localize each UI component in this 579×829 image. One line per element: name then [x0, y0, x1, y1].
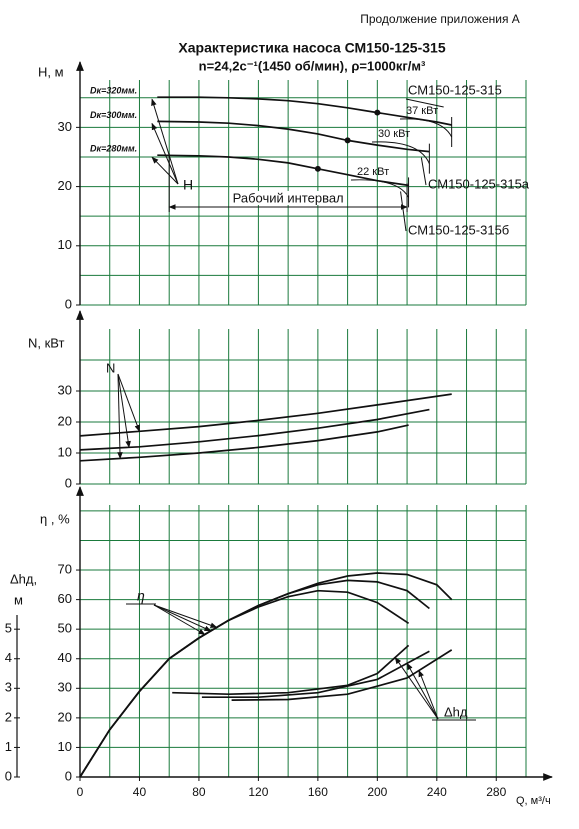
y-tick-label: 20: [58, 709, 72, 724]
page-note: Продолжение приложения А: [360, 12, 520, 26]
x-tick-label: 240: [427, 785, 447, 799]
pointer: [151, 98, 179, 185]
pointer: [406, 662, 439, 720]
series-line: [79, 393, 452, 437]
impeller-label: Dк=320мм.: [90, 86, 137, 96]
y-tick-label: 20: [58, 178, 72, 193]
pointer: [153, 604, 206, 635]
pointer: [117, 373, 140, 432]
pointer: [117, 373, 123, 460]
y-tick-label: 10: [58, 237, 72, 252]
y-tick-label: 0: [65, 296, 72, 311]
x-tick-label: 80: [192, 785, 206, 799]
pointer: [151, 122, 179, 185]
pointer: [418, 669, 439, 720]
duty-point: [314, 165, 321, 172]
y-tick-label: 60: [58, 591, 72, 606]
series-line: [157, 120, 430, 153]
power-label: 22 кВт: [357, 166, 389, 178]
x-axis-label: Q, м³/ч: [516, 795, 551, 807]
series-line: [79, 424, 409, 462]
legend-entry: СМ150-125-315а: [428, 176, 530, 191]
y2-tick-label: 2: [5, 709, 12, 724]
y2-tick-label: 3: [5, 680, 12, 695]
y-axis-label: H, м: [38, 64, 64, 79]
impeller-label: Dк=300мм.: [90, 110, 137, 120]
power-line: [371, 141, 430, 164]
x-tick-label: 160: [308, 785, 328, 799]
y-tick-label: 70: [58, 561, 72, 576]
leader: [420, 157, 427, 186]
chart-subtitle: n=24,2с⁻¹(1450 об/мин), ρ=1000кг/м³: [199, 58, 426, 73]
x-tick-label: 280: [486, 785, 506, 799]
pointer-label: η: [137, 588, 145, 604]
y2-tick-label: 1: [5, 739, 12, 754]
series-line: [157, 154, 409, 187]
pointer: [153, 604, 218, 628]
power-line: [350, 179, 409, 198]
x-tick-label: 120: [248, 785, 268, 799]
series-line: [79, 408, 430, 451]
y-axis-label: N, кВт: [28, 335, 65, 350]
pointer: [151, 156, 179, 185]
y-tick-label: 0: [65, 475, 72, 490]
pointer-label: N: [106, 360, 115, 375]
series-line: [231, 649, 453, 701]
y-tick-label: 10: [58, 444, 72, 459]
x-tick-label: 40: [133, 785, 147, 799]
x-tick-label: 0: [77, 785, 84, 799]
pointer-label: H: [183, 177, 193, 193]
y-tick-label: 10: [58, 739, 72, 754]
power-label: 37 кВт: [406, 105, 438, 117]
x-tick-label: 200: [367, 785, 387, 799]
y2-tick-label: 4: [5, 650, 12, 665]
pointer: [153, 604, 212, 632]
y2-tick-label: 0: [5, 768, 12, 783]
leader: [405, 98, 444, 108]
y-axis-label: η , %: [40, 511, 70, 526]
legend-entry: СМ150-125-315: [408, 82, 502, 97]
y2-axis-label: Δhд,: [10, 571, 37, 586]
series-line: [172, 644, 410, 696]
chart-title: Характеристика насоса СМ150-125-315: [178, 40, 445, 56]
pointer: [117, 373, 131, 449]
impeller-label: Dк=280мм.: [90, 144, 137, 154]
power-line: [399, 118, 453, 138]
leader: [400, 191, 407, 232]
y2-tick-label: 5: [5, 621, 12, 636]
pointer: [394, 656, 439, 720]
y-tick-label: 50: [58, 621, 72, 636]
label-bg: [230, 191, 347, 205]
power-label: 30 кВт: [378, 128, 410, 140]
y2-axis-label: м: [14, 592, 23, 607]
legend-entry: СМ150-125-315б: [408, 222, 509, 237]
y-tick-label: 30: [58, 382, 72, 397]
duty-point: [374, 109, 381, 116]
y-tick-label: 30: [58, 119, 72, 134]
duty-point: [344, 137, 351, 144]
y-tick-label: 30: [58, 680, 72, 695]
series-line: [79, 589, 410, 778]
y-tick-label: 0: [65, 768, 72, 783]
interval-label: Рабочий интервал: [233, 190, 344, 205]
series-line: [201, 650, 430, 699]
y-tick-label: 40: [58, 650, 72, 665]
pointer-label: Δhд: [444, 704, 468, 719]
y-tick-label: 20: [58, 413, 72, 428]
